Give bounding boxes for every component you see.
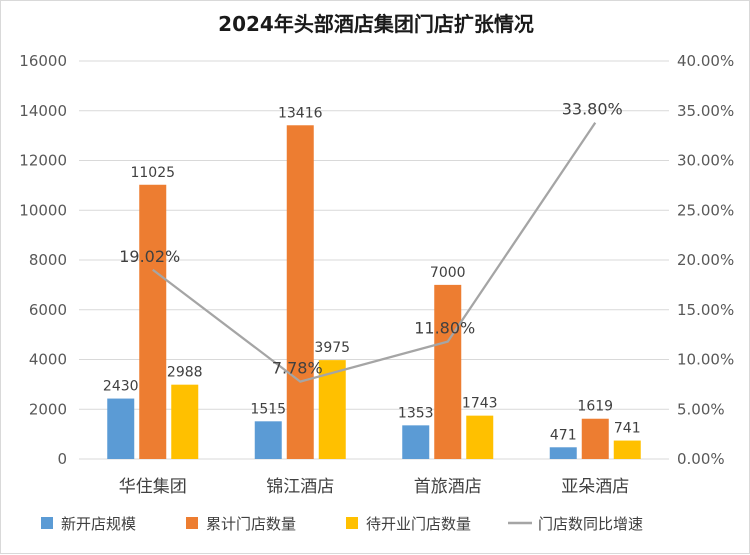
- line-data-label: 19.02%: [119, 247, 180, 266]
- bar: [254, 421, 282, 459]
- bar-data-label: 2988: [167, 365, 203, 381]
- legend-label: 门店数同比增速: [538, 515, 643, 533]
- left-axis-tick-label: 14000: [19, 102, 67, 120]
- gridlines: [79, 60, 669, 460]
- category-label: 华住集团: [119, 477, 187, 497]
- bars: 2430 11025 2988 1515 13416 3975 1353 7000 1743 47…: [103, 105, 641, 460]
- category-axis: 华住集团 锦江酒店 首旅酒店 亚朵酒店: [119, 477, 630, 497]
- bar-data-label: 1619: [577, 399, 613, 415]
- right-axis-tick-label: 35.00%: [677, 102, 734, 120]
- bar-data-label: 2430: [103, 379, 139, 395]
- line-data-label: 11.80%: [414, 319, 475, 338]
- right-axis-tick-label: 15.00%: [677, 301, 734, 319]
- left-axis-tick-label: 2000: [29, 400, 67, 418]
- legend-swatch: [346, 517, 358, 529]
- bar-data-label: 741: [614, 421, 641, 437]
- bar: [466, 415, 494, 459]
- left-axis-tick-label: 16000: [19, 52, 67, 70]
- left-axis-tick-label: 6000: [29, 301, 67, 319]
- bar: [581, 418, 609, 459]
- category-label: 锦江酒店: [266, 477, 334, 497]
- bar: [434, 284, 462, 459]
- bar-data-label: 13416: [278, 105, 323, 121]
- bar-data-label: 7000: [430, 265, 466, 281]
- bar-data-label: 1743: [462, 396, 498, 412]
- bar: [549, 447, 577, 459]
- right-axis-tick-label: 0.00%: [677, 450, 725, 468]
- legend-label: 待开业门店数量: [366, 515, 471, 533]
- bar: [613, 440, 641, 459]
- right-axis-tick-label: 5.00%: [677, 400, 725, 418]
- right-axis-tick-label: 25.00%: [677, 201, 734, 219]
- right-axis-tick-label: 10.00%: [677, 351, 734, 369]
- category-label: 亚朵酒店: [561, 477, 629, 497]
- legend-swatch: [186, 517, 198, 529]
- bar: [286, 125, 314, 459]
- bar: [139, 184, 167, 460]
- bar: [318, 360, 346, 459]
- bar-data-label: 1515: [250, 401, 286, 417]
- legend-label: 新开店规模: [61, 515, 136, 533]
- bar-data-label: 3975: [314, 340, 350, 356]
- legend-label: 累计门店数量: [206, 515, 296, 533]
- left-axis-tick-label: 12000: [19, 152, 67, 170]
- growth-line: 19.02% 7.78% 11.80% 33.80%: [119, 100, 623, 383]
- bar: [107, 398, 135, 459]
- category-label: 首旅酒店: [414, 477, 482, 497]
- left-axis-tick-label: 4000: [29, 351, 67, 369]
- legend: 新开店规模 累计门店数量 待开业门店数量 门店数同比增速: [41, 515, 643, 533]
- right-axis-tick-label: 40.00%: [677, 52, 734, 70]
- left-axis: 0 2000 4000 6000 8000 10000 12000 14000 16000: [19, 52, 67, 468]
- right-axis: 0.00% 5.00% 10.00% 15.00% 20.00% 25.00% 30.00%…: [677, 52, 734, 468]
- left-axis-tick-label: 10000: [19, 201, 67, 219]
- bar-data-label: 471: [550, 427, 577, 443]
- right-axis-tick-label: 30.00%: [677, 152, 734, 170]
- right-axis-tick-label: 20.00%: [677, 251, 734, 269]
- growth-line-path: [152, 122, 597, 383]
- chart-title: 2024年头部酒店集团门店扩张情况: [218, 12, 534, 36]
- line-data-label: 7.78%: [272, 359, 323, 378]
- left-axis-tick-label: 0: [57, 450, 67, 468]
- bar: [171, 384, 199, 459]
- bar: [402, 425, 430, 459]
- bar-data-label: 11025: [130, 165, 175, 181]
- left-axis-tick-label: 8000: [29, 251, 67, 269]
- line-data-label: 33.80%: [562, 100, 623, 119]
- legend-swatch: [41, 517, 53, 529]
- bar-data-label: 1353: [398, 405, 434, 421]
